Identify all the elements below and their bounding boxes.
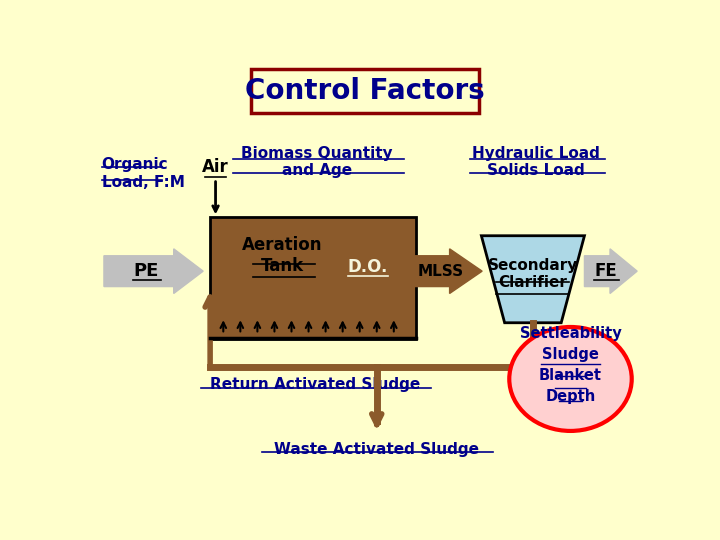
Text: D.O.: D.O. — [347, 258, 387, 276]
Text: Hydraulic Load
Solids Load: Hydraulic Load Solids Load — [472, 146, 600, 178]
Text: Waste Activated Sludge: Waste Activated Sludge — [274, 442, 480, 457]
Text: Biomass Quantity
and Age: Biomass Quantity and Age — [241, 146, 393, 178]
Text: Organic
Load, F:M: Organic Load, F:M — [102, 157, 184, 190]
Bar — [210, 217, 415, 339]
FancyArrow shape — [104, 249, 203, 294]
Text: Return Activated Sludge: Return Activated Sludge — [210, 377, 420, 393]
Text: Settleability
Sludge
Blanket
Depth: Settleability Sludge Blanket Depth — [520, 326, 621, 404]
Text: PE: PE — [133, 262, 158, 280]
Text: Air: Air — [202, 158, 229, 177]
Text: Secondary
Clarifier: Secondary Clarifier — [487, 258, 577, 291]
FancyArrow shape — [414, 249, 482, 294]
Text: Aeration
Tank: Aeration Tank — [242, 237, 323, 275]
Ellipse shape — [509, 327, 631, 431]
Text: MLSS: MLSS — [418, 264, 464, 279]
FancyArrow shape — [585, 249, 637, 294]
Text: FE: FE — [594, 262, 617, 280]
Text: Control Factors: Control Factors — [246, 77, 485, 105]
Polygon shape — [482, 236, 585, 323]
FancyBboxPatch shape — [251, 70, 479, 112]
